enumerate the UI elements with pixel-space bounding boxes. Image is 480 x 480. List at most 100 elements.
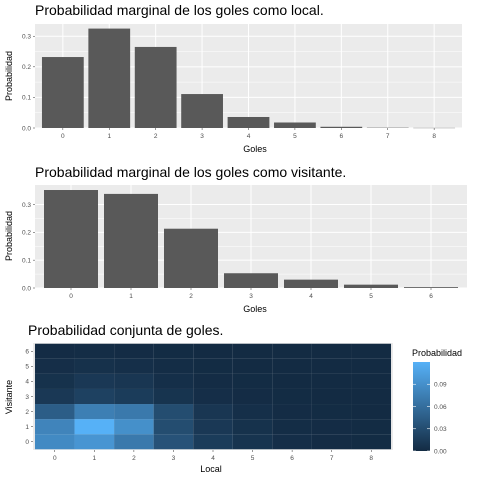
bar-6 xyxy=(404,287,458,288)
x-tick-label: 1 xyxy=(93,455,97,462)
bar-1 xyxy=(104,193,158,288)
heat-cell-0-6 xyxy=(34,343,75,359)
heat-cell-5-4 xyxy=(232,373,273,389)
chart-joint-cells xyxy=(34,343,392,450)
heat-cell-4-5 xyxy=(193,358,233,374)
legend-tick-label: 0.00 xyxy=(434,448,447,455)
heat-cell-0-5 xyxy=(34,358,75,374)
heat-cell-1-5 xyxy=(74,358,115,374)
heat-cell-8-0 xyxy=(351,434,392,450)
heat-cell-4-4 xyxy=(193,373,233,389)
x-tick-label: 0 xyxy=(69,293,73,300)
heat-cell-3-1 xyxy=(153,419,194,435)
chart-local-marginal: Probabilidad marginal de los goles como … xyxy=(4,2,462,154)
x-tick-label: 5 xyxy=(293,133,297,140)
x-tick-label: 0 xyxy=(61,133,65,140)
bar-5 xyxy=(274,122,316,128)
bar-0 xyxy=(41,57,84,128)
heat-cell-4-1 xyxy=(193,419,233,435)
heat-cell-7-6 xyxy=(311,343,352,359)
legend-ticks: 0.00 0.03 0.06 0.09 xyxy=(413,382,447,455)
y-tick-label: 5 xyxy=(25,364,29,371)
bar-6 xyxy=(320,126,363,128)
heat-cell-0-4 xyxy=(34,373,75,389)
x-tick-label: 3 xyxy=(200,133,204,140)
bar-4 xyxy=(284,279,338,288)
legend-tick-label: 0.06 xyxy=(434,404,447,411)
heat-cell-3-3 xyxy=(153,388,194,405)
heat-cell-2-5 xyxy=(114,358,154,374)
y-tick-label: 0.2 xyxy=(22,230,31,237)
x-tick-label: 3 xyxy=(249,293,253,300)
x-tick-label: 5 xyxy=(251,455,255,462)
heat-cell-2-1 xyxy=(114,419,154,435)
heat-cell-6-3 xyxy=(272,388,312,405)
bar-2 xyxy=(164,228,218,288)
y-tick-label: 4 xyxy=(25,379,29,386)
chart-local-bars xyxy=(41,28,456,129)
heat-cell-5-5 xyxy=(232,358,273,374)
heat-cell-8-5 xyxy=(351,358,392,374)
chart-local-x-ticks: 0 1 2 3 4 5 6 7 8 xyxy=(61,128,436,140)
legend-colorbar xyxy=(413,362,430,451)
x-tick-label: 7 xyxy=(330,455,334,462)
heat-cell-7-4 xyxy=(311,373,352,389)
y-tick-label: 0.3 xyxy=(22,34,31,41)
bar-1 xyxy=(88,28,131,129)
heat-cell-5-2 xyxy=(232,404,273,420)
heat-cell-1-6 xyxy=(74,343,115,359)
y-tick-label: 0.2 xyxy=(22,64,31,71)
heat-cell-6-5 xyxy=(272,358,312,374)
x-tick-label: 1 xyxy=(107,133,111,140)
heat-cell-2-3 xyxy=(114,388,154,405)
heat-cell-4-6 xyxy=(193,343,233,359)
x-tick-label: 4 xyxy=(211,455,215,462)
heat-cell-1-0 xyxy=(74,434,115,450)
chart-visitor-x-ticks: 0 1 2 3 4 5 6 xyxy=(69,288,433,300)
heat-cell-6-0 xyxy=(272,434,312,450)
heat-cell-8-2 xyxy=(351,404,392,420)
bar-0 xyxy=(44,190,98,288)
heat-cell-3-5 xyxy=(153,358,194,374)
x-tick-label: 8 xyxy=(432,133,436,140)
heat-cell-5-6 xyxy=(232,343,273,359)
heat-cell-0-2 xyxy=(34,404,75,420)
chart-visitor-ylabel: Probabilidad xyxy=(4,211,14,261)
chart-local-title: Probabilidad marginal de los goles como … xyxy=(35,2,324,18)
chart-visitor-y-ticks: 0.0 0.1 0.2 0.3 xyxy=(22,202,35,292)
heat-cell-6-1 xyxy=(272,419,312,435)
heat-cell-3-2 xyxy=(153,404,194,420)
x-tick-label: 4 xyxy=(247,133,251,140)
x-tick-label: 7 xyxy=(386,133,390,140)
heat-cell-8-4 xyxy=(351,373,392,389)
heat-cell-3-0 xyxy=(153,434,194,450)
x-tick-label: 6 xyxy=(290,455,294,462)
heat-cell-8-1 xyxy=(351,419,392,435)
heat-cell-0-0 xyxy=(34,434,75,450)
legend-tick-label: 0.03 xyxy=(434,426,447,433)
chart-joint-legend: Probabilidad 0.00 0.03 0.06 0.09 xyxy=(412,348,462,455)
heat-cell-8-3 xyxy=(351,388,392,405)
y-tick-label: 0.3 xyxy=(22,202,31,209)
x-tick-label: 2 xyxy=(154,133,158,140)
x-tick-label: 4 xyxy=(309,293,313,300)
heat-cell-4-0 xyxy=(193,434,233,450)
chart-visitor-title: Probabilidad marginal de los goles como … xyxy=(35,164,346,180)
chart-visitor-xlabel: Goles xyxy=(243,304,267,314)
y-tick-label: 0.0 xyxy=(22,285,31,292)
heat-cell-2-0 xyxy=(114,434,154,450)
heat-cell-7-3 xyxy=(311,388,352,405)
bar-3 xyxy=(181,94,223,128)
heat-cell-6-2 xyxy=(272,404,312,420)
y-tick-label: 2 xyxy=(25,409,29,416)
heat-cell-7-5 xyxy=(311,358,352,374)
heat-cell-1-4 xyxy=(74,373,115,389)
chart-local-ylabel: Probabilidad xyxy=(4,51,14,101)
heat-cell-2-2 xyxy=(114,404,154,420)
chart-joint-xlabel: Local xyxy=(200,464,222,474)
heat-cell-1-1 xyxy=(74,419,115,435)
bar-4 xyxy=(227,116,270,128)
chart-visitor-bars xyxy=(44,190,458,288)
heat-cell-2-6 xyxy=(114,343,154,359)
